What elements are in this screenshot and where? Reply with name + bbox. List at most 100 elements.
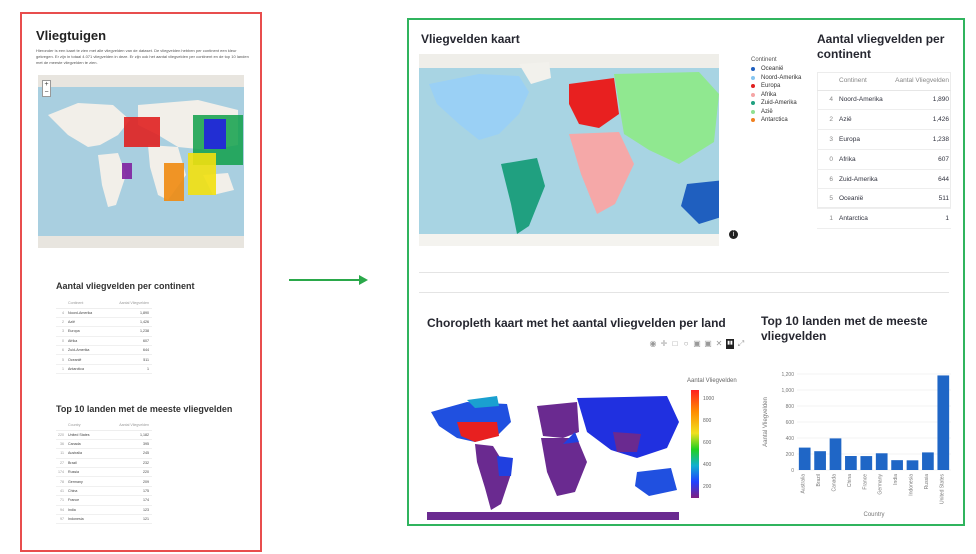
box-select-icon[interactable]: □: [672, 339, 678, 348]
table-cell-idx: 3: [817, 129, 839, 150]
bar[interactable]: [814, 451, 826, 470]
map-zoom-control[interactable]: + −: [42, 80, 51, 97]
col-index: [817, 72, 839, 91]
table-row[interactable]: 3 Europa 1,238: [817, 129, 951, 150]
map-legend[interactable]: Continent Oceanië Noord-Amerika Europa Afri…: [751, 57, 801, 125]
y-tick-label: 600: [786, 420, 795, 426]
map-polar-bottom: [38, 236, 244, 248]
col-continent[interactable]: Continent: [68, 298, 104, 309]
table-cell-country: Australia: [68, 448, 102, 459]
table-row[interactable]: 6 Zuid-Amerika 644: [56, 345, 152, 356]
bar[interactable]: [906, 460, 919, 470]
legend-item[interactable]: Zuid-Amerika: [751, 99, 801, 108]
bar[interactable]: [922, 452, 934, 470]
table-cell-idx: 71: [56, 495, 68, 506]
plotly-logo-icon[interactable]: ▮▮: [726, 339, 734, 349]
table-row[interactable]: 78 Germany 209: [56, 476, 152, 487]
bar[interactable]: [891, 460, 903, 470]
country-table-small[interactable]: Country Aantal Vliegvelden 220 United Sta…: [56, 420, 152, 525]
legend-dot-icon: [751, 109, 755, 114]
bar[interactable]: [860, 456, 873, 470]
table-row[interactable]: 174 Russia 220: [56, 467, 152, 478]
legend-item[interactable]: Antarctica: [751, 116, 801, 125]
legend-label: Oceanië: [761, 66, 784, 73]
table-row[interactable]: 1 Antarctica 1: [56, 364, 152, 375]
bar[interactable]: [875, 453, 888, 470]
bar[interactable]: [937, 375, 950, 470]
table-cell-continent: Afrika: [68, 336, 104, 347]
colorbar-tick: 800: [703, 418, 712, 424]
bar[interactable]: [798, 447, 811, 470]
zoom-in-button[interactable]: +: [44, 81, 49, 88]
zoom-out-button[interactable]: −: [44, 89, 49, 96]
x-tick-label: Canada: [832, 474, 838, 492]
continent-table[interactable]: Continent Aantal Vliegvelden 4 Noord-Amer…: [817, 72, 951, 230]
table-row[interactable]: 71 France 174: [56, 495, 152, 506]
legend-item[interactable]: Azië: [751, 108, 801, 117]
bar-chart-title: Top 10 landen met de meeste vliegvelden: [761, 314, 928, 343]
col-count[interactable]: Aantal Vliegvelden: [888, 72, 951, 91]
airport-scatter-map[interactable]: [419, 54, 719, 246]
zoom-out-icon[interactable]: ▣: [704, 339, 712, 348]
y-tick-label: 1,200: [781, 372, 794, 378]
table-cell-idx: 97: [56, 514, 68, 525]
table-cell-count: 1,238: [888, 129, 951, 150]
col-continent[interactable]: Continent: [839, 72, 889, 91]
table-cell-idx: 5: [56, 354, 68, 365]
table-row[interactable]: 0 Afrika 607: [817, 149, 951, 170]
table-row[interactable]: 94 India 123: [56, 505, 152, 516]
table-row[interactable]: 2 Azië 1,426: [817, 109, 951, 131]
col-index: [56, 420, 68, 431]
legend-item[interactable]: Europa: [751, 82, 801, 91]
camera-icon[interactable]: ◉: [649, 339, 657, 348]
table-row[interactable]: 6 Zuid-Amerika 644: [817, 169, 951, 190]
table-row[interactable]: 27 Brazil 232: [56, 458, 152, 469]
oceania-points: [204, 119, 226, 149]
continent-table-small[interactable]: Continent Aantal Vliegvelden 4 Noord-Amer…: [56, 298, 152, 375]
table-row[interactable]: 11 Australia 245: [56, 448, 152, 459]
legend-label: Noord-Amerika: [761, 74, 802, 81]
reset-icon[interactable]: ✕: [715, 339, 723, 348]
info-icon[interactable]: i: [729, 230, 738, 239]
lasso-icon[interactable]: ○: [683, 339, 689, 348]
bar[interactable]: [845, 456, 857, 470]
airport-map[interactable]: [38, 75, 244, 248]
table-cell-idx: 94: [56, 505, 68, 516]
table-row[interactable]: 4 Noord-Amerika 1,890: [817, 90, 951, 111]
table-row[interactable]: 1 Antarctica 1: [817, 208, 951, 230]
table-row[interactable]: 0 Afrika 607: [56, 336, 152, 347]
table-cell-count: 220: [101, 467, 152, 478]
transition-arrow-line: [289, 279, 363, 281]
expand-icon[interactable]: ⤢: [737, 339, 745, 348]
table2-title: Top 10 landen met de meeste vliegvelden: [56, 404, 233, 414]
table-cell-idx: 78: [56, 476, 68, 487]
table-row[interactable]: 41 China 175: [56, 486, 152, 497]
col-count[interactable]: Aantal Vliegvelden: [101, 420, 152, 431]
table-row[interactable]: 5 Oceanië 511: [817, 188, 951, 210]
bar[interactable]: [829, 438, 842, 470]
choropleth-map[interactable]: [427, 392, 679, 520]
col-count[interactable]: Aantal Vliegvelden: [103, 298, 152, 309]
table-row[interactable]: 5 Oceanië 511: [56, 354, 152, 365]
legend-item[interactable]: Noord-Amerika: [751, 74, 801, 83]
legend-item[interactable]: Afrika: [751, 91, 801, 100]
map-polar-top: [38, 75, 244, 87]
table-row[interactable]: 3 Europa 1,238: [56, 326, 152, 337]
plotly-modebar[interactable]: ◉ ✛ □ ○ ▣ ▣ ✕ ▮▮ ⤢: [649, 339, 745, 349]
table-cell-continent: Oceanië: [68, 354, 104, 365]
table-cell-count: 123: [101, 505, 152, 516]
table-row[interactable]: 4 Noord-Amerika 1,890: [56, 308, 152, 318]
table-cell-idx: 0: [817, 149, 839, 170]
col-country[interactable]: Country: [68, 420, 102, 431]
legend-dot-icon: [751, 101, 755, 106]
table-cell-idx: 6: [56, 345, 68, 356]
legend-item[interactable]: Oceanië: [751, 65, 801, 74]
table-row[interactable]: 97 Indonesia 121: [56, 514, 152, 525]
table-cell-continent: Azië: [839, 109, 889, 131]
table-row[interactable]: 36 Canada 395: [56, 439, 152, 450]
zoom-in-icon[interactable]: ▣: [693, 339, 701, 348]
table-row[interactable]: 220 United States 1,182: [56, 430, 152, 440]
bar-chart[interactable]: 0 200 400 600 800 1,000 1,200 Australia Brazil Ca…: [759, 350, 957, 520]
pan-icon[interactable]: ✛: [660, 339, 668, 348]
table-row[interactable]: 2 Azië 1,426: [56, 317, 152, 328]
